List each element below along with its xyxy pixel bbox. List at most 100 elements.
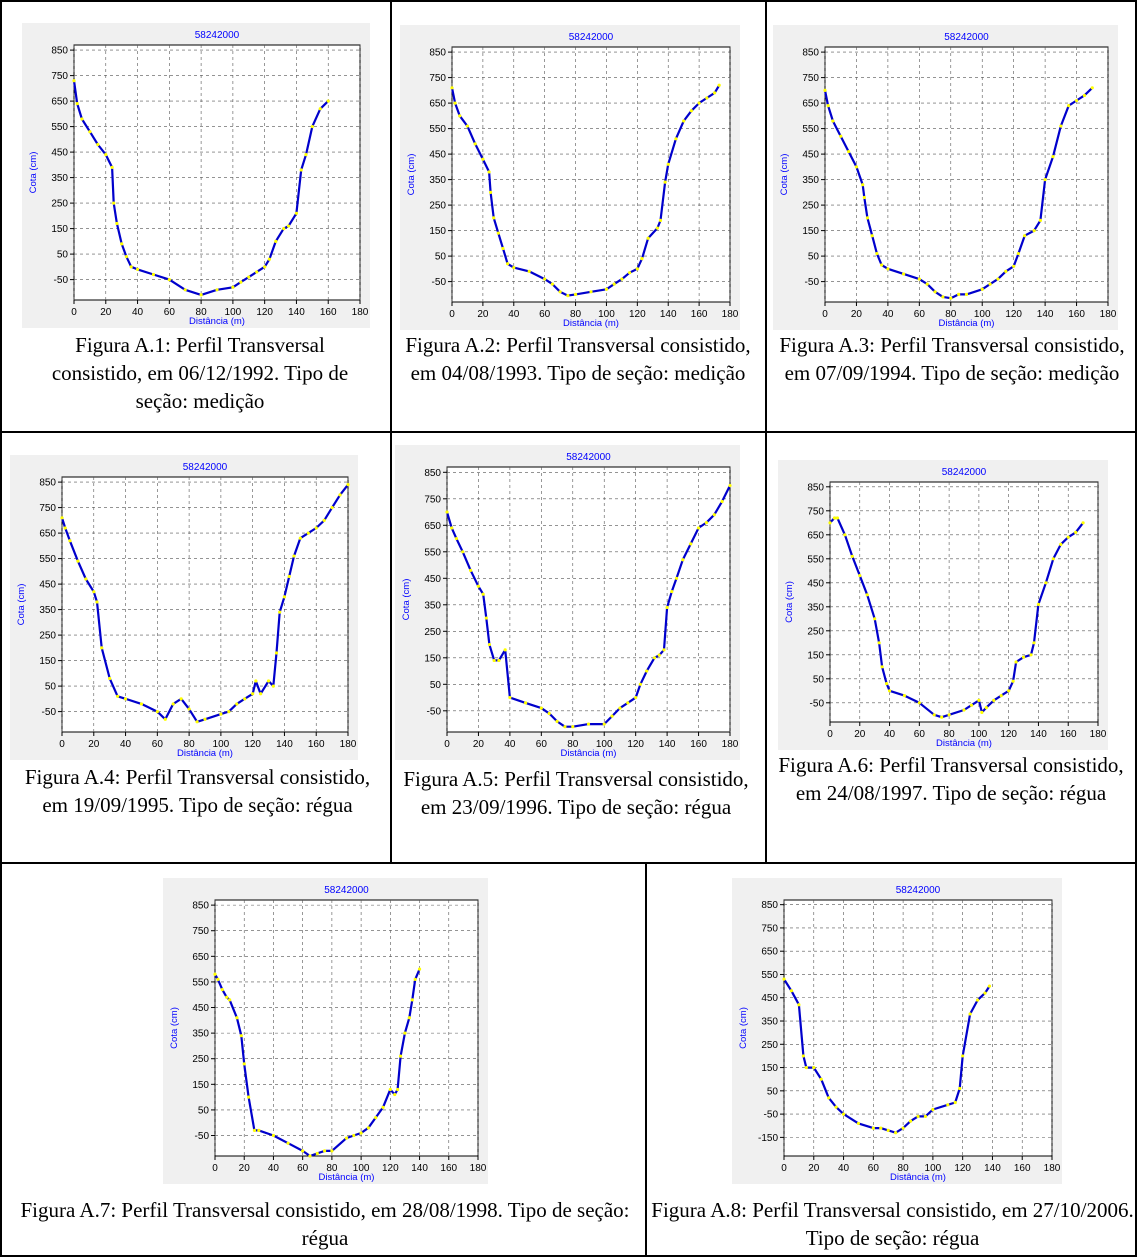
chart-title: 58242000	[195, 30, 240, 41]
chart-title: 58242000	[183, 462, 228, 473]
profile-point	[640, 257, 644, 261]
profile-point	[835, 516, 840, 520]
y-axis-label: Cota (cm)	[779, 154, 790, 196]
y-tick-label: 150	[761, 1063, 778, 1074]
profile-point	[287, 574, 291, 579]
y-tick-label: 250	[761, 1040, 778, 1051]
profile-point	[1012, 264, 1016, 268]
profile-point	[638, 682, 642, 686]
figure-caption-a1: Figura A.1: Perfil Transversal consistid…	[51, 333, 349, 413]
profile-point	[663, 180, 667, 184]
plot-area	[824, 46, 1109, 303]
y-tick-label: 450	[39, 580, 56, 591]
profile-point	[712, 91, 717, 95]
profile-point	[381, 1105, 385, 1109]
profile-point	[728, 483, 732, 488]
y-tick-label: 250	[807, 626, 824, 637]
profile-point	[112, 201, 116, 205]
profile-point	[398, 1054, 403, 1058]
figure-caption-a4: Figura A.4: Perfil Transversal consistid…	[24, 765, 371, 817]
profile-point	[315, 1151, 319, 1156]
profile-point	[655, 226, 660, 230]
x-tick-label: 140	[276, 739, 293, 750]
x-tick-label: 20	[239, 1163, 251, 1174]
y-axis-label: Cota (cm)	[784, 581, 795, 623]
y-tick-label: 150	[39, 656, 56, 667]
profile-point	[263, 265, 267, 269]
y-tick-label: 350	[424, 600, 441, 611]
x-tick-label: 100	[925, 1163, 942, 1174]
x-axis-label: Distância (m)	[890, 1172, 946, 1183]
profile-point	[894, 1131, 898, 1135]
profile-point	[330, 506, 334, 510]
plot-area	[73, 44, 361, 301]
y-tick-label: 250	[51, 199, 68, 210]
profile-point	[227, 710, 231, 714]
profile-point	[1007, 689, 1011, 693]
x-tick-label: 80	[945, 309, 957, 320]
y-tick-label: 50	[45, 682, 57, 693]
profile-point	[626, 701, 630, 705]
profile-point	[450, 86, 454, 90]
x-tick-label: 60	[536, 739, 548, 750]
profile-point	[274, 651, 279, 655]
profile-point	[628, 271, 632, 275]
profile-point	[503, 648, 507, 652]
profile-point	[670, 589, 674, 594]
x-tick-label: 40	[884, 729, 896, 740]
x-tick-label: 40	[132, 307, 144, 318]
x-tick-label: 140	[659, 739, 676, 750]
y-tick-label: 750	[424, 494, 441, 505]
x-tick-label: 40	[504, 739, 516, 750]
profile-point	[271, 684, 275, 688]
profile-point	[846, 149, 851, 154]
profile-point	[310, 125, 314, 129]
profile-point	[858, 574, 862, 578]
y-tick-label: 850	[802, 48, 819, 59]
profile-point	[931, 1107, 935, 1112]
profile-point	[501, 246, 505, 251]
profile-point	[84, 577, 88, 581]
x-tick-label: 40	[838, 1163, 850, 1174]
x-tick-label: 160	[691, 309, 708, 320]
profile-point	[410, 998, 414, 1002]
x-tick-label: 20	[100, 307, 112, 318]
profile-line	[783, 978, 991, 1134]
profile-point	[681, 558, 685, 562]
x-tick-label: 160	[320, 307, 337, 318]
x-tick-label: 160	[1060, 729, 1077, 740]
y-axis-label: Cota (cm)	[28, 152, 39, 194]
profile-point	[96, 142, 100, 147]
profile-point	[789, 989, 794, 993]
y-tick-label: 850	[192, 901, 209, 912]
y-tick-label: -50	[195, 1131, 210, 1142]
profile-point	[620, 277, 624, 281]
y-tick-label: 50	[808, 252, 820, 263]
profile-point	[80, 117, 84, 121]
y-tick-label: 650	[424, 521, 441, 532]
x-tick-label: 120	[382, 1163, 399, 1174]
cross-section-chart-a6: 0 20 40 60 80 100 120 140 160 180 -50 50 150 250 350 45…	[778, 460, 1108, 750]
profile-point	[183, 288, 187, 292]
profile-point	[203, 717, 207, 721]
x-tick-label: 100	[974, 309, 991, 320]
profile-point	[306, 531, 310, 535]
profile-point	[871, 1126, 875, 1130]
cross-section-chart-a2: 0 20 40 60 80 100 120 140 160 180 -50 50 150 250 350 45…	[400, 25, 740, 330]
profile-point	[1082, 93, 1087, 98]
table-col-divider-3	[645, 862, 647, 1257]
profile-point	[877, 641, 881, 645]
profile-point	[958, 1086, 962, 1091]
x-tick-label: 20	[854, 729, 866, 740]
y-tick-label: 450	[761, 993, 778, 1004]
x-tick-label: 120	[1000, 729, 1017, 740]
y-tick-label: 350	[39, 605, 56, 616]
profile-point	[850, 554, 854, 558]
y-tick-label: 450	[807, 578, 824, 589]
profile-point	[308, 1154, 312, 1158]
x-tick-label: 80	[898, 1163, 910, 1174]
chart-title: 58242000	[896, 885, 941, 896]
profile-point	[854, 165, 859, 169]
y-tick-label: 450	[429, 150, 446, 161]
x-tick-label: 120	[954, 1163, 971, 1174]
